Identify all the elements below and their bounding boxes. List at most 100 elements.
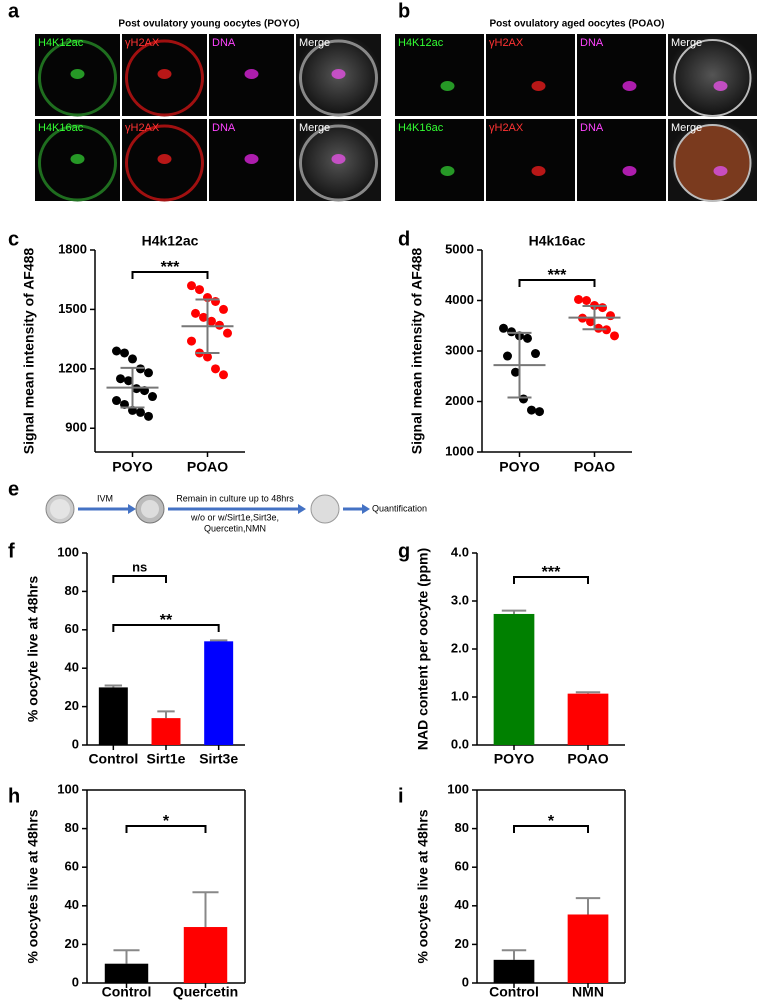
x-tick-label: POAO (567, 751, 608, 767)
y-axis-label: % oocyte live at 48hrs (25, 576, 41, 723)
step-label: Remain in culture up to 48hrs (176, 493, 294, 503)
y-tick-label: 3.0 (451, 592, 469, 607)
y-tick-label: 40 (65, 897, 79, 912)
x-tick-label: POYO (494, 751, 535, 767)
data-point (120, 348, 129, 358)
bar (98, 687, 128, 745)
oocyte-outline (125, 39, 204, 117)
channel-label: γH2AX (489, 37, 524, 49)
oocyte-outline (38, 124, 117, 202)
y-tick-label: 0 (72, 736, 79, 751)
x-tick-label: POYO (499, 459, 540, 475)
micrograph (577, 119, 666, 201)
data-point (187, 281, 196, 291)
data-point (211, 364, 220, 374)
data-point (136, 407, 145, 417)
y-tick-label: 1200 (58, 360, 87, 375)
chart-title: H4k16ac (529, 233, 586, 249)
panel-letter: b (398, 0, 410, 22)
y-tick-label: 900 (65, 420, 87, 435)
data-point (507, 327, 516, 337)
y-tick-label: 100 (57, 781, 79, 796)
oocyte-outline (299, 124, 378, 202)
step-label: w/o or w/Sirt1e,Sirt3e, (190, 512, 279, 522)
y-tick-label: 80 (65, 820, 79, 835)
data-point (582, 296, 591, 305)
significance-label: ** (160, 612, 173, 629)
workflow-diagram: IVM Remain in culture up to 48hrs w/o or… (45, 493, 427, 533)
channel-label: Merge (299, 37, 330, 49)
arrow-head (128, 504, 136, 514)
significance-label: *** (161, 259, 180, 276)
data-point (535, 407, 544, 417)
image-title: Post ovulatory young oocytes (POYO) (118, 19, 299, 30)
data-point (207, 316, 216, 326)
channel-label: DNA (212, 122, 236, 134)
oocyte-outline (299, 39, 378, 117)
y-tick-label: 20 (65, 936, 79, 951)
data-point (203, 352, 212, 362)
data-point (606, 311, 615, 321)
step-label: IVM (97, 493, 113, 503)
data-point (144, 411, 153, 421)
y-axis-label: NAD content per oocyte (ppm) (415, 548, 431, 750)
data-point (148, 392, 157, 402)
data-point (610, 331, 619, 341)
channel-label: H4K12ac (38, 37, 84, 49)
step-label: Quercetin,NMN (204, 523, 266, 533)
oocyte-outline (125, 124, 204, 202)
significance-bracket (518, 279, 596, 287)
channel-label: H4K16ac (398, 122, 444, 134)
signal (157, 69, 172, 79)
signal (70, 69, 85, 79)
y-tick-label: 100 (57, 544, 79, 559)
step-label: Quantification (372, 503, 427, 513)
bar (183, 927, 228, 983)
channel-label: Merge (671, 122, 702, 134)
signal (440, 166, 455, 176)
significance-label: * (548, 813, 555, 830)
panel-letter: h (8, 785, 20, 807)
x-tick-label: POAO (574, 459, 615, 475)
y-axis-label: Signal mean intensity of AF488 (409, 248, 425, 455)
y-tick-label: 80 (455, 820, 469, 835)
signal (244, 154, 259, 164)
signal (70, 154, 85, 164)
x-tick-label: Control (102, 984, 152, 1000)
signal (713, 81, 728, 91)
bar (204, 641, 234, 745)
signal (622, 166, 637, 176)
micrograph (395, 34, 484, 116)
chart-title: H4k12ac (142, 233, 199, 249)
bar (493, 959, 535, 983)
channel-label: DNA (212, 37, 236, 49)
panel-letter: g (398, 540, 410, 562)
y-tick-label: 20 (455, 936, 469, 951)
significance-label: *** (542, 564, 561, 581)
panel-letter: f (8, 540, 15, 562)
significance-bracket (112, 575, 167, 583)
micrograph (577, 34, 666, 116)
data-point (527, 405, 536, 415)
micrograph (395, 119, 484, 201)
y-tick-label: 1000 (445, 443, 474, 458)
bar (567, 693, 609, 745)
significance-bracket (112, 624, 220, 632)
data-point (199, 312, 208, 322)
x-tick-label: Sirt1e (147, 751, 186, 767)
signal (531, 166, 546, 176)
signal (440, 81, 455, 91)
y-tick-label: 60 (65, 859, 79, 874)
signal (622, 81, 637, 91)
y-tick-label: 4000 (445, 292, 474, 307)
y-tick-label: 1.0 (451, 688, 469, 703)
oocyte-icon (141, 500, 159, 518)
x-tick-label: POAO (187, 459, 228, 475)
data-point (503, 351, 512, 361)
y-tick-label: 20 (65, 698, 79, 713)
panel-letter: a (8, 0, 20, 22)
channel-label: γH2AX (125, 122, 160, 134)
data-point (116, 374, 125, 384)
y-tick-label: 0 (72, 974, 79, 989)
significance-bracket (513, 825, 589, 833)
